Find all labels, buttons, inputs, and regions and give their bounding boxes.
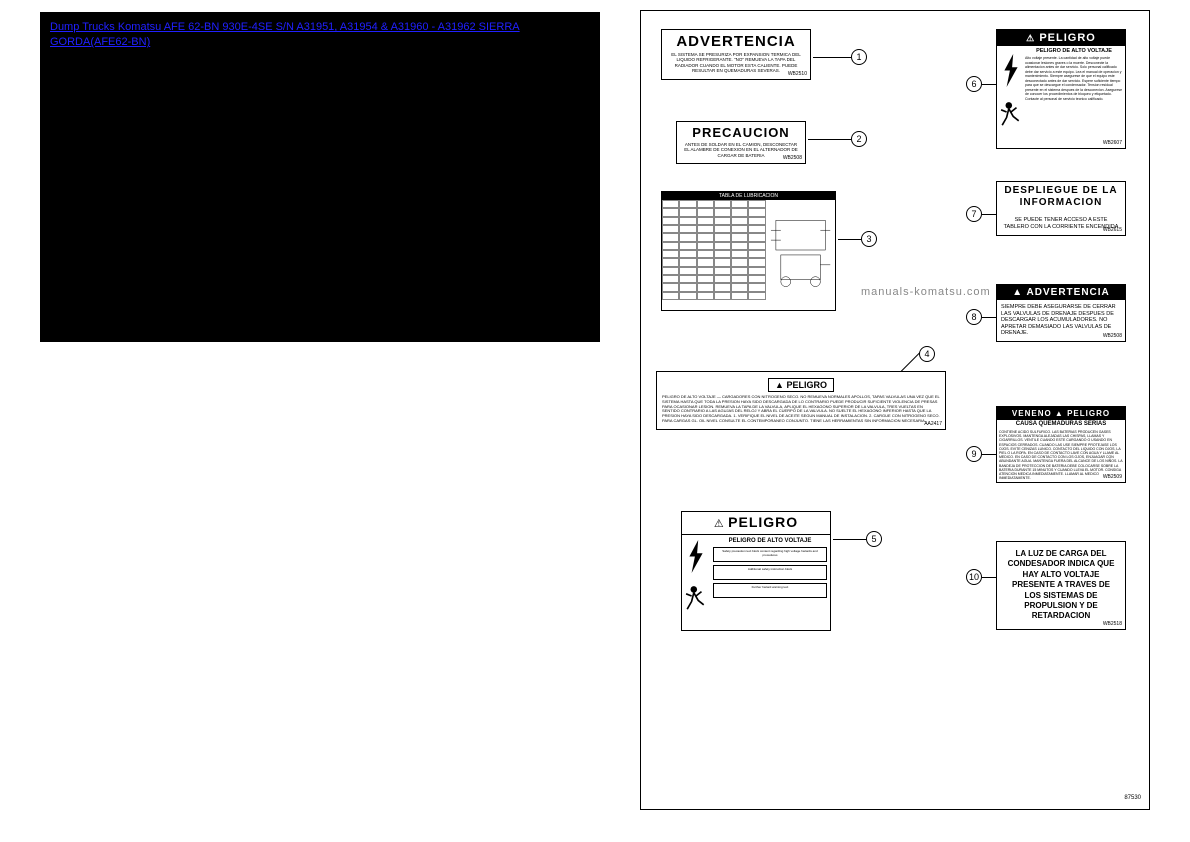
callout-10: 10	[966, 569, 982, 585]
left-black-panel: Dump Trucks Komatsu AFE 62-BN 930E-4SE S…	[40, 12, 600, 342]
label-7-code: WB2615	[1103, 227, 1122, 233]
label-8-header: ▲ ADVERTENCIA	[997, 285, 1125, 300]
lightning-icon	[1000, 54, 1022, 92]
callout-3: 3	[861, 231, 877, 247]
callout-5: 5	[866, 531, 882, 547]
label-6-header: PELIGRO	[1039, 32, 1096, 44]
label-luz-10: LA LUZ DE CARGA DEL CONDESADOR INDICA QU…	[996, 541, 1126, 630]
label-4-header: ▲ PELIGRO	[768, 378, 834, 392]
watermark-text: manuals-komatsu.com	[861, 286, 991, 298]
label-peligro-4: ▲ PELIGRO PELIGRO DE ALTO VOLTAJE — CARG…	[656, 371, 946, 430]
callout-4: 4	[919, 346, 935, 362]
label-4-code: AA2417	[924, 421, 942, 427]
falling-person-icon	[685, 585, 707, 618]
callout-9: 9	[966, 446, 982, 462]
label-peligro-5: ⚠ PELIGRO PELIGRO DE ALTO VOLTAJE Safety…	[681, 511, 831, 631]
label-10-body: LA LUZ DE CARGA DEL CONDESADOR INDICA QU…	[1000, 545, 1122, 626]
label-2-code: WB2508	[783, 155, 802, 161]
label-9-header: VENENO ▲ PELIGRO	[997, 407, 1125, 420]
diagram-page: ADVERTENCIA EL SISTEMA SE PRESURIZA POR …	[640, 10, 1150, 810]
truck-diagram-icon	[766, 200, 835, 300]
label-7-header: DESPLIEGUE DE LA INFORMACION	[1000, 185, 1122, 209]
callout-8: 8	[966, 309, 982, 325]
label-tabla-3: TABLA DE LUBRICACION	[661, 191, 836, 311]
page-code: 87530	[1124, 795, 1141, 801]
label-precaucion-2: PRECAUCION ANTES DE SOLDAR EN EL CAMION,…	[676, 121, 806, 164]
label-advertencia-8: ▲ ADVERTENCIA SIEMPRE DEBE ASEGURARSE DE…	[996, 284, 1126, 342]
label-3-header: TABLA DE LUBRICACION	[662, 192, 835, 200]
lightning-icon	[685, 540, 707, 578]
callout-6: 6	[966, 76, 982, 92]
label-2-header: PRECAUCION	[680, 125, 802, 140]
label-6-sub: PELIGRO DE ALTO VOLTAJE	[1025, 48, 1123, 54]
label-1-header: ADVERTENCIA	[665, 33, 807, 50]
label-1-body: EL SISTEMA SE PRESURIZA POR EXPANSION TE…	[665, 50, 807, 76]
label-5-sub: PELIGRO DE ALTO VOLTAJE	[713, 538, 827, 544]
label-6-code: WB2607	[1103, 140, 1122, 146]
callout-2: 2	[851, 131, 867, 147]
callout-1: 1	[851, 49, 867, 65]
label-peligro-6: ⚠ PELIGRO PELIGRO DE ALTO VOLTAJE Alto v…	[996, 29, 1126, 149]
callout-7: 7	[966, 206, 982, 222]
document-title-link[interactable]: Dump Trucks Komatsu AFE 62-BN 930E-4SE S…	[40, 12, 600, 59]
label-10-code: WB2518	[1103, 621, 1122, 627]
label-8-code: WB2508	[1103, 333, 1122, 339]
label-9-code: WB2509	[1103, 474, 1122, 480]
label-9-sub: CAUSA QUEMADURAS SERIAS	[997, 420, 1125, 428]
falling-person-icon	[1000, 101, 1022, 134]
label-veneno-9: VENENO ▲ PELIGRO CAUSA QUEMADURAS SERIAS…	[996, 406, 1126, 483]
label-advertencia-1: ADVERTENCIA EL SISTEMA SE PRESURIZA POR …	[661, 29, 811, 80]
label-5-header: PELIGRO	[728, 514, 798, 530]
label-1-code: WB2510	[788, 71, 807, 77]
label-4-body: PELIGRO DE ALTO VOLTAJE — CARGADORES CON…	[660, 393, 942, 426]
label-despliegue-7: DESPLIEGUE DE LA INFORMACION SE PUEDE TE…	[996, 181, 1126, 236]
